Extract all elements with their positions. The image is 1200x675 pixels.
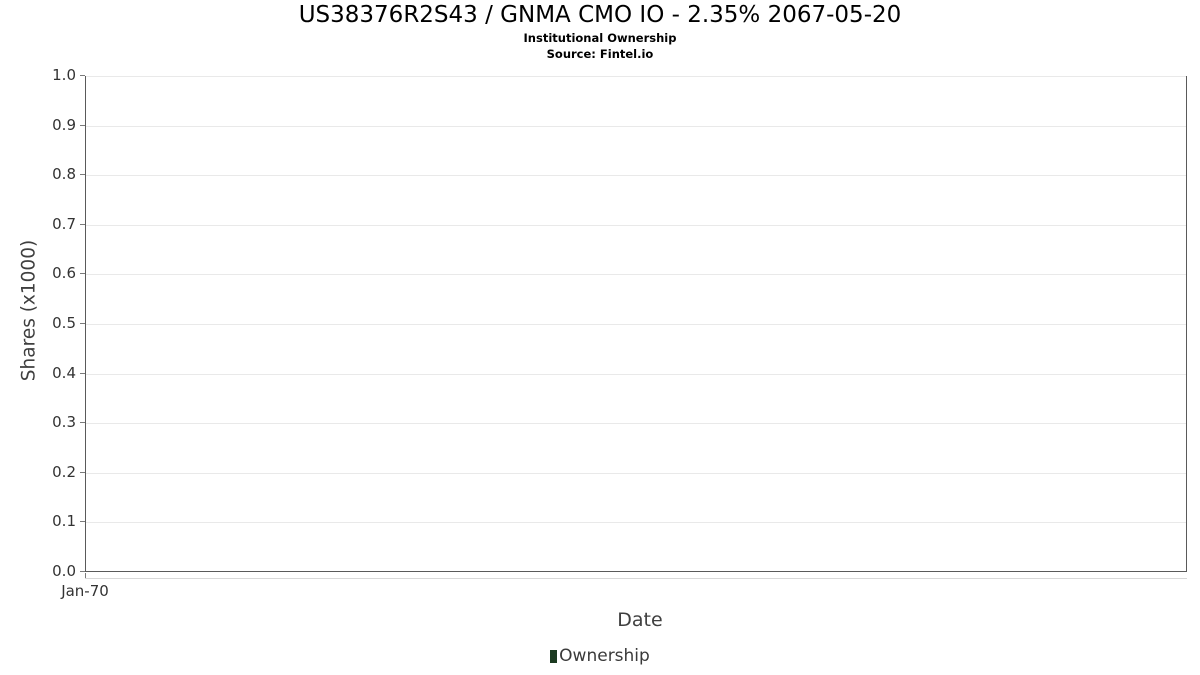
gridline (86, 225, 1186, 226)
y-tick-mark (80, 521, 85, 522)
y-tick-mark (80, 472, 85, 473)
y-tick-label: 1.0 (52, 66, 76, 84)
gridline (86, 423, 1186, 424)
page-title: US38376R2S43 / GNMA CMO IO - 2.35% 2067-… (298, 2, 902, 28)
y-tick-label: 0.6 (52, 264, 76, 282)
gridline (86, 324, 1186, 325)
gridline (86, 76, 1186, 77)
y-tick-mark (80, 174, 85, 175)
y-tick-label: 0.1 (52, 512, 76, 530)
chart-subtitle: Institutional Ownership (523, 31, 677, 45)
y-tick-mark (80, 224, 85, 225)
y-tick-mark (80, 571, 85, 572)
axis-baseline-rule (85, 578, 1187, 579)
y-tick-label: 0.4 (52, 364, 76, 382)
y-tick-mark (80, 273, 85, 274)
gridline (86, 522, 1186, 523)
y-tick-mark (80, 422, 85, 423)
x-axis-label: Date (617, 609, 663, 631)
y-tick-mark (80, 125, 85, 126)
chart-legend: Ownership (0, 648, 1200, 665)
y-tick-mark (80, 75, 85, 76)
y-tick-label: 0.0 (52, 562, 76, 580)
y-tick-mark (80, 373, 85, 374)
y-tick-mark (80, 323, 85, 324)
chart-source: Source: Fintel.io (546, 47, 654, 61)
y-tick-label: 0.8 (52, 165, 76, 183)
gridline (86, 126, 1186, 127)
x-tick-mark (85, 573, 86, 578)
chart-header: US38376R2S43 / GNMA CMO IO - 2.35% 2067-… (0, 0, 1200, 62)
legend-item-label: Ownership (559, 646, 650, 666)
gridline (86, 274, 1186, 275)
gridline (86, 374, 1186, 375)
legend-color-swatch-icon (550, 650, 558, 663)
y-tick-label: 0.7 (52, 215, 76, 233)
y-tick-label: 0.3 (52, 413, 76, 431)
gridline (86, 175, 1186, 176)
plot-area (85, 76, 1187, 572)
gridline (86, 473, 1186, 474)
y-tick-label: 0.9 (52, 116, 76, 134)
x-tick-label: Jan-70 (61, 582, 109, 600)
legend-item-ownership[interactable]: Ownership (550, 648, 650, 665)
y-axis-label: Shares (x1000) (18, 239, 40, 382)
y-tick-label: 0.5 (52, 314, 76, 332)
y-tick-label: 0.2 (52, 463, 76, 481)
